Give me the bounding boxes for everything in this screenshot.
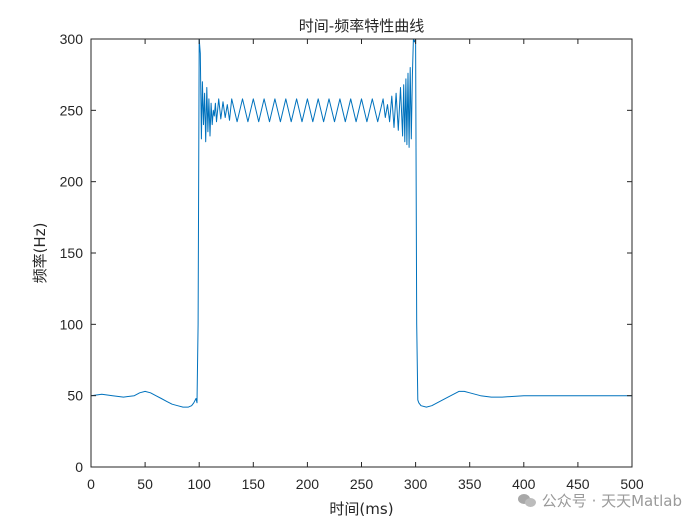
y-tick-label: 100 <box>60 316 84 332</box>
y-tick-label: 250 <box>60 102 84 118</box>
y-axis-title: 频率(Hz) <box>31 223 49 284</box>
y-tick-label: 0 <box>75 459 83 475</box>
x-tick-label: 300 <box>404 476 428 492</box>
y-tick-label: 200 <box>60 174 84 190</box>
x-tick-label: 0 <box>87 476 95 492</box>
chart-title: 时间-频率特性曲线 <box>299 17 424 35</box>
x-tick-label: 500 <box>620 476 644 492</box>
watermark-text: 公众号 · 天天Matlab <box>541 492 682 510</box>
x-tick-label: 350 <box>458 476 482 492</box>
x-tick-label: 100 <box>188 476 212 492</box>
x-tick-label: 50 <box>137 476 153 492</box>
x-tick-label: 250 <box>350 476 374 492</box>
watermark: 公众号 · 天天Matlab <box>517 490 682 511</box>
x-tick-label: 400 <box>512 476 536 492</box>
wechat-icon <box>517 493 536 508</box>
y-tick-label: 300 <box>60 31 84 47</box>
x-axis-title: 时间(ms) <box>329 500 393 518</box>
x-tick-label: 150 <box>242 476 266 492</box>
series-line-0 <box>90 38 632 408</box>
y-tick-label: 50 <box>67 388 83 404</box>
axes-box <box>90 38 633 468</box>
y-tick-label: 150 <box>60 245 84 261</box>
x-tick-label: 200 <box>296 476 320 492</box>
x-tick-label: 450 <box>566 476 590 492</box>
